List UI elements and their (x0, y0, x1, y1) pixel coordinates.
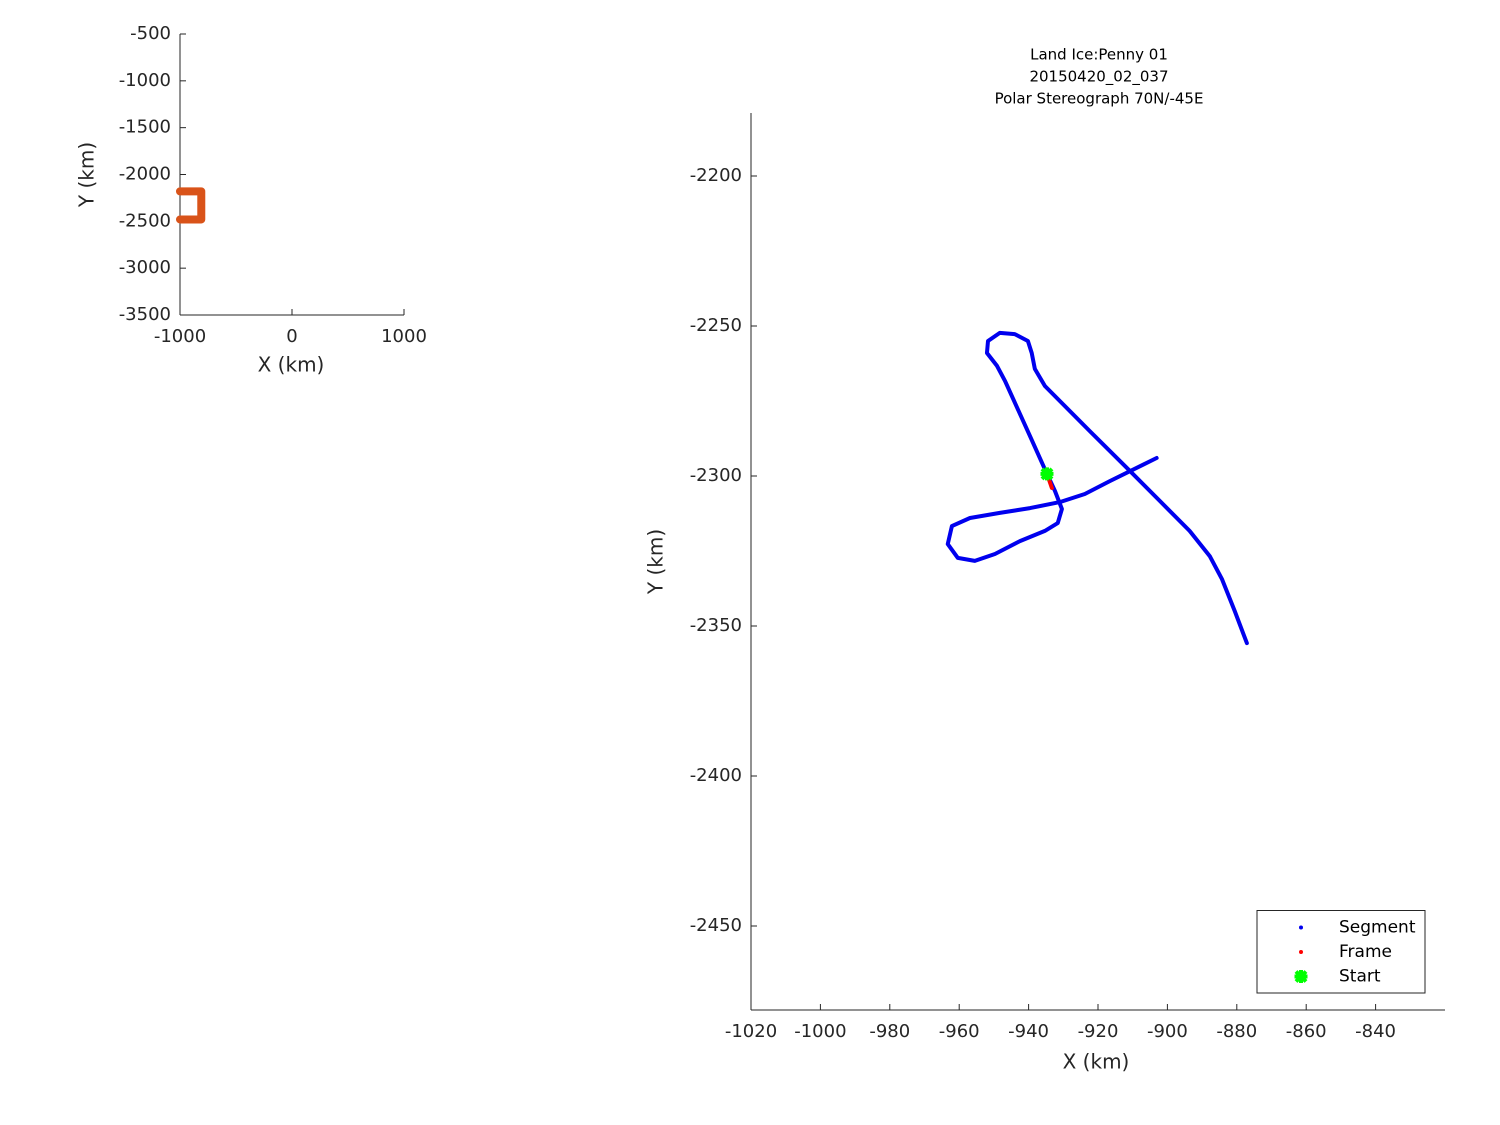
y-tick-label: -2500 (119, 210, 171, 231)
chart-title: 20150420_02_037 (1029, 68, 1168, 87)
x-axis-label: X (km) (258, 353, 325, 377)
legend-marker (1299, 950, 1303, 954)
legend-box (1256, 910, 1426, 994)
y-tick-label: -2000 (119, 164, 171, 185)
start-marker (1040, 467, 1054, 481)
x-tick-label: -1000 (154, 326, 206, 347)
x-tick-label: -920 (1078, 1021, 1119, 1042)
y-tick-label: -1000 (119, 70, 171, 91)
y-tick-label: -1500 (119, 117, 171, 138)
track-line (176, 187, 206, 224)
y-tick-label: -3000 (119, 257, 171, 278)
x-tick-label: -960 (939, 1021, 980, 1042)
x-tick-label: 0 (286, 326, 297, 347)
x-tick-label: -840 (1355, 1021, 1396, 1042)
x-tick-label: -1020 (725, 1021, 777, 1042)
y-tick-label: -500 (130, 23, 171, 44)
track-line (945, 456, 1159, 563)
track-line (984, 330, 1249, 646)
x-tick-label: 1000 (381, 326, 427, 347)
y-tick-label: -3500 (119, 304, 171, 325)
y-tick-label: -2400 (690, 765, 742, 786)
x-tick-label: -940 (1008, 1021, 1049, 1042)
y-axis-label: Y (km) (75, 142, 99, 208)
legend-label: Start (1339, 967, 1381, 987)
y-tick-label: -2350 (690, 615, 742, 636)
x-axis-label: X (km) (1063, 1050, 1130, 1074)
chart-title: Polar Stereograph 70N/-45E (995, 90, 1204, 108)
y-tick-label: -2450 (690, 915, 742, 936)
legend-marker (1299, 925, 1303, 930)
x-tick-label: -980 (869, 1021, 910, 1042)
chart-title: Land Ice:Penny 01 (1030, 46, 1168, 64)
y-tick-label: -2300 (690, 465, 742, 486)
y-axis-label: Y (km) (644, 529, 668, 595)
x-tick-label: -880 (1216, 1021, 1257, 1042)
x-tick-label: -1000 (794, 1021, 846, 1042)
x-tick-label: -900 (1147, 1021, 1188, 1042)
legend-label: Frame (1339, 942, 1392, 962)
legend-label: Segment (1339, 918, 1416, 938)
x-tick-label: -860 (1286, 1021, 1327, 1042)
y-tick-label: -2200 (690, 165, 742, 186)
legend-marker (1294, 970, 1308, 983)
y-tick-label: -2250 (690, 315, 742, 336)
